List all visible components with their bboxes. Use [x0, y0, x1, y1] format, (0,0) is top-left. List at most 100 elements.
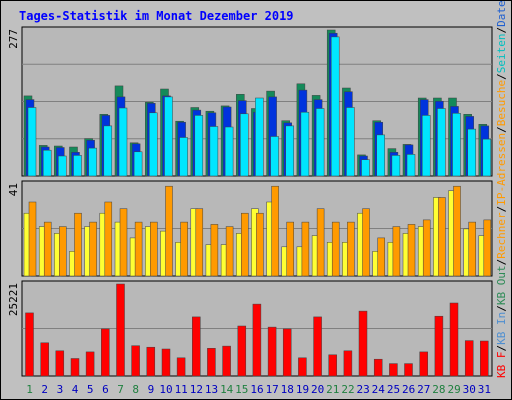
- bar-besuche-day-15: [241, 212, 249, 277]
- bar-besuche-day-29: [453, 185, 461, 277]
- y-tick-label: 25221: [7, 283, 20, 316]
- bar-besuche-day-6: [104, 201, 113, 277]
- side-legend-part: Seiten: [495, 34, 508, 74]
- bar-kb-f-day-6: [101, 328, 110, 377]
- bar-seiten-day-15: [240, 113, 249, 177]
- side-legend-part: /: [495, 305, 508, 312]
- x-tick-label: 22: [341, 383, 354, 396]
- side-legend-part: /: [495, 27, 508, 34]
- bar-seiten-day-25: [391, 155, 401, 177]
- bar-seiten-day-16: [255, 97, 264, 177]
- bar-kb-f-day-8: [131, 345, 140, 377]
- x-tick-label: 28: [432, 383, 445, 396]
- x-tick-label: 9: [148, 383, 155, 396]
- y-tick-label: 277: [7, 29, 20, 49]
- bar-seiten-day-3: [58, 155, 67, 177]
- bar-seiten-day-11: [179, 137, 188, 177]
- x-tick-label: 8: [132, 383, 139, 396]
- bar-marks: [23, 29, 492, 377]
- bar-seiten-day-9: [149, 112, 158, 177]
- bar-besuche-day-25: [392, 226, 401, 277]
- bar-seiten-day-13: [209, 126, 219, 177]
- bar-kb-f-day-19: [298, 357, 307, 377]
- x-tick-label: 2: [41, 383, 48, 396]
- x-tick-label: 20: [311, 383, 324, 396]
- bar-kb-f-day-28: [434, 315, 444, 377]
- bar-seiten-day-1: [27, 107, 37, 177]
- x-tick-label: 3: [57, 383, 64, 396]
- x-tick-label: 18: [281, 383, 294, 396]
- x-tick-label: 16: [250, 383, 263, 396]
- bar-besuche-day-3: [59, 226, 67, 277]
- bar-kb-f-day-29: [449, 302, 459, 377]
- bar-besuche-day-24: [377, 237, 385, 277]
- bar-kb-f-day-31: [480, 340, 489, 377]
- bar-seiten-day-23: [361, 159, 370, 177]
- bar-seiten-day-5: [88, 147, 97, 177]
- x-tick-label: 1: [26, 383, 33, 396]
- x-tick-label: 23: [356, 383, 369, 396]
- side-legend-part: /: [495, 206, 508, 213]
- bar-kb-f-day-1: [25, 312, 34, 377]
- x-tick-label: 29: [447, 383, 460, 396]
- side-legend: KB F/KB In/KB Out/Rechner/IP-Adressen/Be…: [495, 0, 508, 378]
- x-tick-label: 11: [175, 383, 188, 396]
- bar-besuche-day-7: [119, 208, 128, 277]
- side-legend-part: /: [495, 126, 508, 133]
- bar-kb-f-day-27: [419, 351, 428, 377]
- x-tick-label: 21: [326, 383, 339, 396]
- x-tick-label: 17: [266, 383, 279, 396]
- x-tick-label: 19: [296, 383, 309, 396]
- x-tick-label: 12: [190, 383, 203, 396]
- bar-kb-f-day-30: [464, 340, 474, 377]
- bar-besuche-day-1: [28, 201, 37, 277]
- x-day-labels: 1 2 3 4 5 6 7 8 9 10 11 12 13 14 15 16 17 18 19 20 21 22 23 24 2…: [26, 383, 491, 396]
- bar-seiten-day-14: [224, 126, 234, 177]
- bar-kb-f-day-10: [161, 348, 171, 377]
- bar-besuche-day-9: [150, 221, 158, 277]
- bar-kb-f-day-5: [85, 351, 95, 377]
- side-legend-part: IP-Adressen: [495, 133, 508, 206]
- bar-kb-f-day-14: [222, 345, 231, 377]
- bar-kb-f-day-18: [282, 328, 292, 377]
- bar-kb-f-day-11: [176, 357, 186, 377]
- bar-seiten-day-12: [194, 115, 204, 177]
- bar-seiten-day-26: [406, 154, 416, 177]
- x-tick-label: 4: [72, 383, 79, 396]
- bar-besuche-day-20: [316, 208, 325, 277]
- side-legend-part: /: [495, 259, 508, 266]
- bar-kb-f-day-12: [192, 316, 201, 377]
- side-legend-part: Rechner: [495, 212, 508, 259]
- x-tick-label: 13: [205, 383, 218, 396]
- x-tick-label: 14: [220, 383, 234, 396]
- bar-seiten-day-31: [482, 138, 492, 177]
- x-tick-label: 27: [417, 383, 430, 396]
- bar-kb-f-day-7: [116, 283, 125, 377]
- bar-seiten-day-20: [315, 108, 325, 177]
- bar-besuche-day-2: [43, 221, 52, 277]
- bar-seiten-day-10: [164, 96, 173, 177]
- bar-kb-f-day-15: [237, 325, 247, 377]
- bar-kb-f-day-17: [267, 326, 277, 377]
- bar-seiten-day-29: [452, 113, 461, 177]
- bar-seiten-day-22: [346, 107, 355, 177]
- x-tick-label: 10: [159, 383, 172, 396]
- bar-seiten-day-24: [376, 134, 385, 177]
- chart-title: Tages-Statistik im Monat Dezember 2019: [19, 9, 294, 23]
- side-legend-part: /: [495, 345, 508, 352]
- bar-kb-f-day-22: [343, 350, 353, 377]
- bar-kb-f-day-23: [358, 310, 368, 377]
- side-legend-part: Dateien: [495, 0, 508, 27]
- bar-besuche-day-8: [134, 221, 143, 277]
- bar-kb-f-day-3: [55, 350, 65, 377]
- bar-besuche-day-14: [225, 226, 234, 277]
- bar-kb-f-day-25: [389, 363, 398, 377]
- bar-seiten-day-19: [300, 111, 310, 177]
- bar-seiten-day-30: [467, 128, 476, 177]
- side-legend-part: Besuche: [495, 80, 508, 126]
- bar-besuche-day-27: [422, 219, 431, 277]
- bar-besuche-day-16: [256, 212, 264, 277]
- bar-seiten-day-28: [437, 108, 446, 177]
- x-tick-label: 6: [102, 383, 109, 396]
